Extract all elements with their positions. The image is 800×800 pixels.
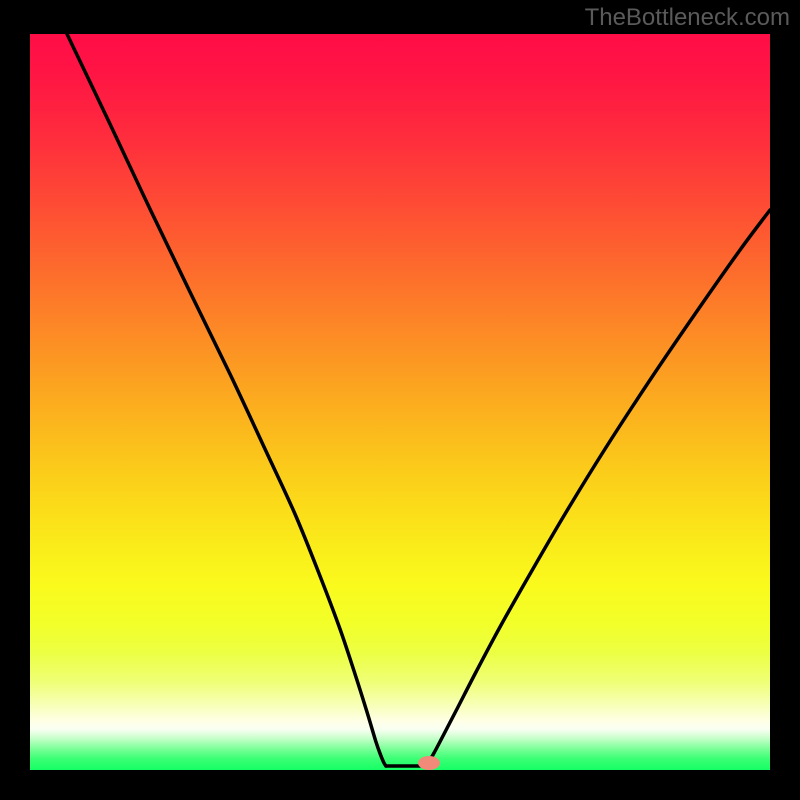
chart-container: TheBottleneck.com <box>0 0 800 800</box>
plot-background <box>30 34 770 770</box>
watermark-text: TheBottleneck.com <box>585 4 790 32</box>
bottleneck-chart <box>0 0 800 800</box>
bottleneck-marker <box>418 756 440 770</box>
